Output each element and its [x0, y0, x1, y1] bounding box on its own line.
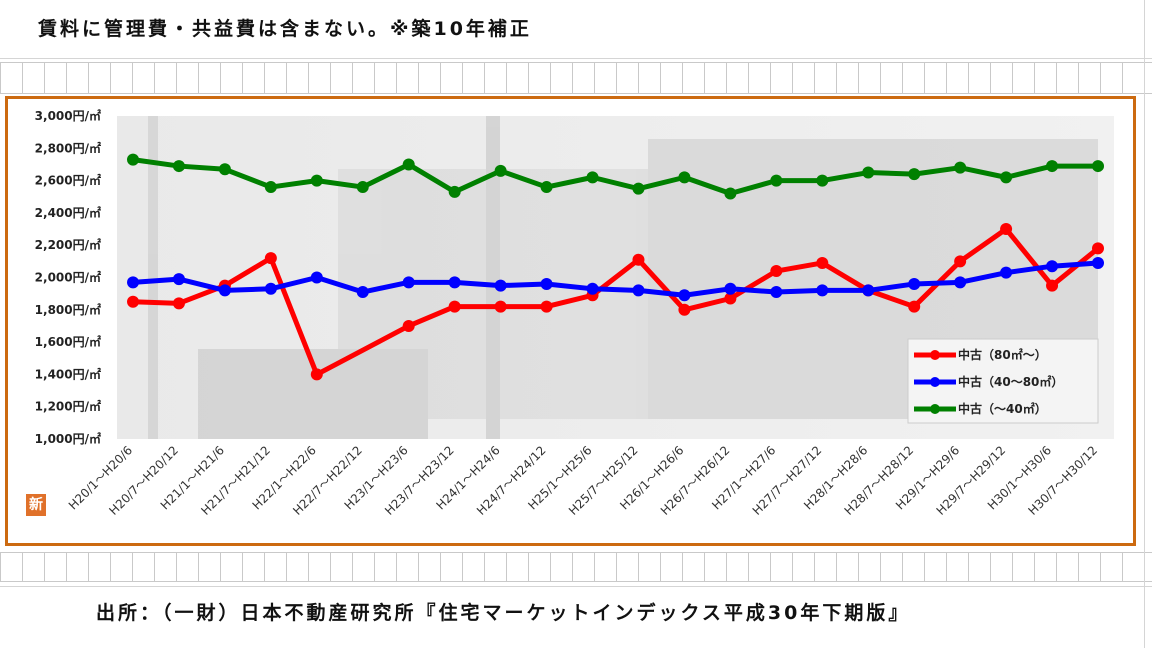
data-point: [494, 300, 507, 313]
data-point: [632, 284, 645, 297]
data-point: [127, 276, 139, 289]
grid-line: [0, 58, 1152, 59]
data-point: [816, 284, 829, 297]
data-point: [540, 181, 553, 194]
data-point: [954, 161, 967, 174]
y-tick-label: 1,600円/㎡: [35, 334, 101, 349]
y-tick-label: 1,200円/㎡: [35, 399, 101, 414]
background-photo-building: [148, 116, 1098, 439]
data-point: [1046, 260, 1059, 273]
data-point: [816, 174, 829, 187]
data-point: [264, 282, 277, 295]
data-point: [1000, 223, 1013, 236]
data-point: [954, 276, 967, 289]
new-badge-icon: 新: [26, 494, 46, 516]
data-point: [448, 185, 461, 198]
legend-label: 中古（80㎡～）: [958, 347, 1047, 362]
header-note: 賃料に管理費・共益費は含まない。※築10年補正: [38, 18, 532, 40]
data-point: [540, 300, 553, 313]
data-point: [586, 171, 599, 184]
data-point: [356, 181, 369, 194]
data-point: [632, 182, 645, 195]
data-point: [218, 163, 231, 176]
line-chart: 1,000円/㎡ 1,200円/㎡ 1,400円/㎡ 1,600円/㎡ 1,800円/㎡…: [35, 108, 1114, 518]
data-point: [724, 187, 737, 200]
data-point: [770, 286, 783, 299]
y-tick-label: 3,000円/㎡: [35, 108, 101, 123]
source-note: 出所：（一財）日本不動産研究所『住宅マーケットインデックス平成30年下期版』: [96, 602, 911, 624]
data-point: [172, 273, 185, 286]
data-point: [356, 286, 369, 299]
y-tick-label: 1,800円/㎡: [35, 302, 101, 317]
data-point: [310, 271, 323, 284]
y-tick-label: 1,000円/㎡: [35, 431, 101, 446]
legend-marker: [930, 377, 940, 387]
chart-frame: 1,000円/㎡ 1,200円/㎡ 1,400円/㎡ 1,600円/㎡ 1,800円/㎡…: [5, 96, 1136, 546]
data-point: [172, 297, 185, 310]
y-tick-label: 2,800円/㎡: [35, 140, 101, 155]
data-point: [586, 282, 599, 295]
data-point: [678, 303, 691, 316]
legend: 中古（80㎡～） 中古（40～80㎡） 中古（～40㎡）: [907, 338, 1099, 424]
data-point: [724, 282, 737, 295]
data-point: [1000, 266, 1013, 279]
y-tick-label: 2,600円/㎡: [35, 173, 101, 188]
data-point: [402, 276, 415, 289]
data-point: [402, 158, 415, 171]
grid-line: [0, 586, 1152, 587]
data-point: [678, 171, 691, 184]
data-point: [1092, 242, 1104, 255]
sheet-border: [1144, 0, 1145, 648]
legend-label: 中古（40～80㎡）: [958, 374, 1063, 389]
data-point: [264, 252, 277, 265]
y-tick-label: 1,400円/㎡: [35, 366, 101, 381]
series-line: [132, 260, 1099, 298]
data-point: [494, 279, 507, 292]
data-point: [448, 276, 461, 289]
sheet-grid-top: [0, 62, 1152, 94]
data-point: [1092, 160, 1104, 173]
data-point: [264, 181, 277, 194]
series-line: [132, 157, 1098, 197]
data-point: [127, 295, 139, 308]
data-point: [127, 153, 139, 166]
data-point: [1046, 160, 1059, 173]
data-point: [1092, 256, 1104, 269]
data-point: [310, 174, 323, 187]
legend-label: 中古（～40㎡）: [958, 401, 1047, 416]
data-point: [678, 289, 691, 302]
legend-marker: [930, 350, 940, 360]
data-point: [908, 277, 921, 290]
sheet-grid-bottom: [0, 552, 1152, 582]
data-point: [908, 300, 921, 313]
data-point: [310, 368, 323, 381]
data-point: [954, 255, 967, 268]
data-point: [724, 292, 737, 305]
data-point: [1046, 279, 1059, 292]
data-point: [402, 319, 415, 332]
data-point: [1000, 171, 1013, 184]
data-point: [540, 277, 553, 290]
data-point: [632, 253, 645, 266]
y-tick-label: 2,400円/㎡: [35, 205, 101, 220]
y-tick-label: 2,000円/㎡: [35, 270, 101, 285]
data-point: [770, 265, 783, 278]
data-point: [218, 284, 231, 297]
data-point: [770, 174, 783, 187]
data-point: [448, 300, 461, 313]
data-point: [816, 256, 829, 269]
data-point: [494, 164, 507, 177]
data-point: [862, 284, 875, 297]
y-tick-label: 2,200円/㎡: [35, 237, 101, 252]
data-point: [908, 168, 921, 181]
legend-marker: [930, 404, 940, 414]
data-point: [862, 166, 875, 179]
data-point: [172, 160, 185, 173]
